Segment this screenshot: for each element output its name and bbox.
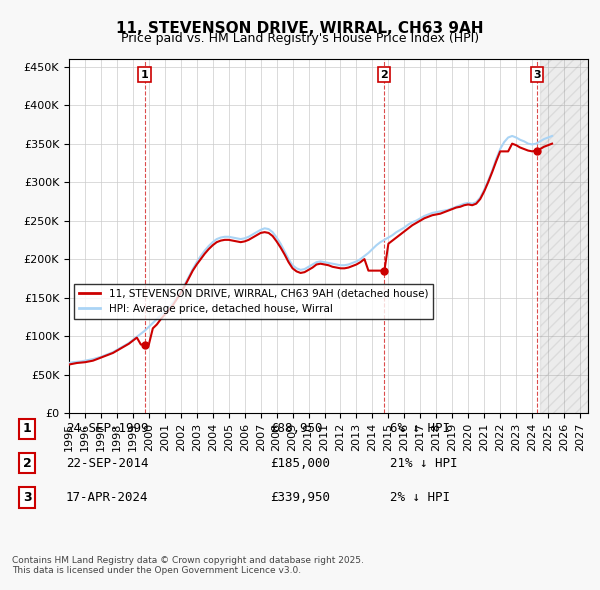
Text: Contains HM Land Registry data © Crown copyright and database right 2025.
This d: Contains HM Land Registry data © Crown c… <box>12 556 364 575</box>
Text: 2% ↓ HPI: 2% ↓ HPI <box>390 491 450 504</box>
Text: 1: 1 <box>23 422 31 435</box>
Text: 1: 1 <box>140 70 148 80</box>
Text: 11, STEVENSON DRIVE, WIRRAL, CH63 9AH: 11, STEVENSON DRIVE, WIRRAL, CH63 9AH <box>116 21 484 35</box>
Text: £185,000: £185,000 <box>270 457 330 470</box>
Text: 3: 3 <box>533 70 541 80</box>
Text: 24-SEP-1999: 24-SEP-1999 <box>66 422 149 435</box>
Text: 3: 3 <box>23 491 31 504</box>
Bar <box>540 59 588 413</box>
Text: £339,950: £339,950 <box>270 491 330 504</box>
Text: 22-SEP-2014: 22-SEP-2014 <box>66 457 149 470</box>
Text: 21% ↓ HPI: 21% ↓ HPI <box>390 457 458 470</box>
Text: 6% ↓ HPI: 6% ↓ HPI <box>390 422 450 435</box>
Text: 2: 2 <box>23 457 31 470</box>
Legend: 11, STEVENSON DRIVE, WIRRAL, CH63 9AH (detached house), HPI: Average price, deta: 11, STEVENSON DRIVE, WIRRAL, CH63 9AH (d… <box>74 284 433 319</box>
Text: £88,950: £88,950 <box>270 422 323 435</box>
Text: 2: 2 <box>380 70 388 80</box>
Text: Price paid vs. HM Land Registry's House Price Index (HPI): Price paid vs. HM Land Registry's House … <box>121 32 479 45</box>
Text: 17-APR-2024: 17-APR-2024 <box>66 491 149 504</box>
